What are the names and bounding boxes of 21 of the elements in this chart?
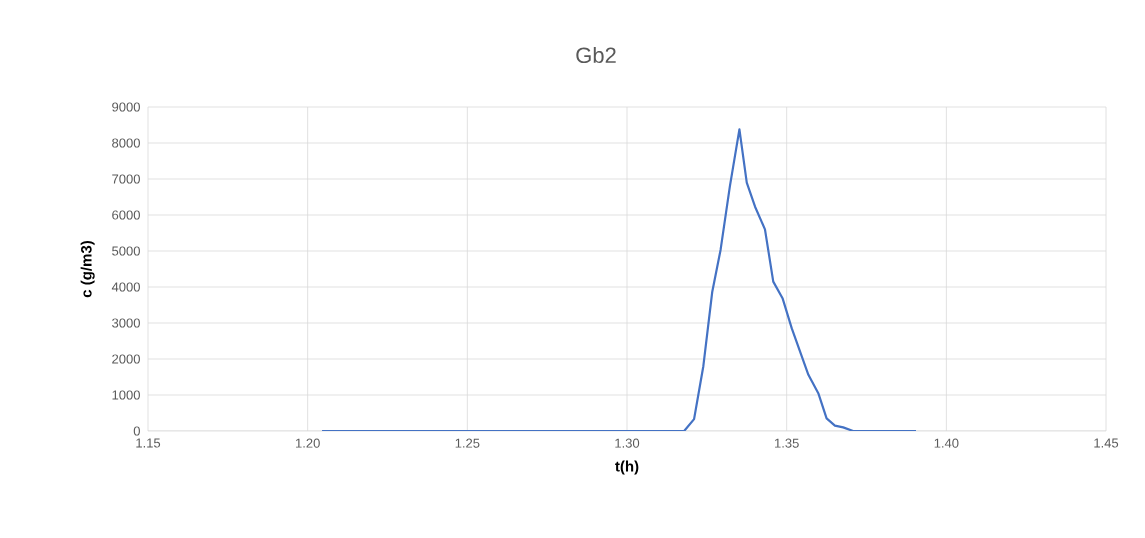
y-axis-title: c (g/m3) [80, 241, 95, 298]
y-tick-label: 6000 [112, 210, 140, 220]
y-tick-label: 5000 [112, 246, 140, 256]
y-tick-label: 9000 [112, 102, 140, 112]
chart-title: Gb2 [576, 46, 616, 64]
x-tick-label: 1.35 [775, 438, 799, 448]
x-tick-label: 1.25 [455, 438, 480, 448]
x-tick-label: 1.40 [934, 438, 959, 448]
line-series [320, 128, 918, 431]
x-axis-title: t(h) [615, 460, 639, 475]
x-tick-label: 1.15 [136, 438, 161, 448]
y-tick-label: 1000 [112, 390, 140, 400]
x-tick-label: 1.45 [1094, 438, 1119, 448]
x-tick-label: 1.20 [296, 438, 320, 448]
y-tick-label: 0 [133, 426, 140, 436]
y-tick-label: 8000 [112, 138, 140, 148]
y-tick-label: 4000 [111, 282, 140, 292]
y-tick-label: 7000 [112, 174, 140, 184]
y-tick-label: 2000 [112, 354, 140, 364]
x-tick-label: 1.30 [615, 438, 640, 448]
y-tick-label: 3000 [112, 318, 140, 328]
